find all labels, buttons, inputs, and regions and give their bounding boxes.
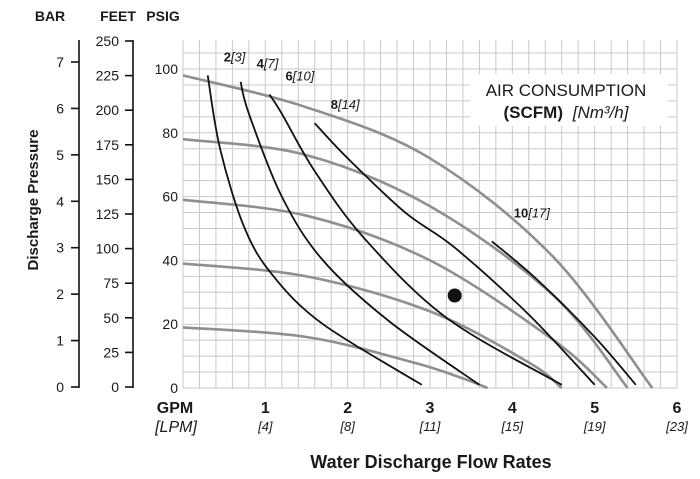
air-curve-4-scfm: [239, 81, 480, 386]
feet-tick-label: 25: [103, 344, 119, 360]
chart-title: AIR CONSUMPTION: [486, 81, 647, 100]
air-curve-label-nm3h: [3]: [230, 49, 246, 64]
bar-tick-label: 1: [56, 333, 64, 349]
lpm-tick-label: [15]: [500, 419, 523, 434]
air-curve-label-nm3h: [10]: [292, 69, 315, 84]
feet-tick-label: 100: [96, 241, 120, 257]
bar-tick-label: 4: [56, 193, 64, 209]
psig-tick-label: 40: [162, 252, 178, 268]
air-curve-label-2: 2[3]: [224, 49, 246, 64]
gpm-tick-label: 2: [343, 400, 352, 417]
header-feet: FEET: [100, 8, 136, 24]
feet-tick-label: 250: [96, 33, 120, 49]
bar-tick-label: 5: [56, 147, 64, 163]
air-curve-label-4: 4[7]: [257, 56, 279, 71]
pressure-curve-80-psig: [182, 137, 629, 389]
y-axis-label: Discharge Pressure: [25, 130, 42, 271]
gpm-tick-label: 6: [673, 400, 682, 417]
feet-tick-label: 150: [96, 171, 120, 187]
feet-tick-label: 175: [96, 137, 120, 153]
axes: 0123456702550751001251501752002252500204…: [56, 33, 688, 434]
x-unit-gpm: GPM: [157, 400, 193, 417]
air-curve-label-nm3h: [17]: [527, 205, 550, 220]
psig-tick-label: 100: [155, 61, 179, 77]
lpm-tick-label: [11]: [419, 419, 441, 434]
air-curve-label-scfm: 8: [331, 97, 338, 112]
psig-tick-label: 0: [170, 380, 178, 396]
bar-tick-label: 2: [56, 286, 64, 302]
feet-tick-label: 0: [111, 379, 119, 395]
air-curve-2-scfm: [206, 75, 423, 386]
header-psig: PSIG: [146, 8, 180, 24]
pressure-curve-100-psig: [182, 74, 654, 389]
air-curve-label-8: 8[14]: [331, 97, 360, 112]
air-curve-label-6: 6[10]: [285, 69, 314, 84]
air-curve-label-scfm: 6: [285, 69, 292, 84]
feet-tick-label: 200: [96, 102, 120, 118]
gpm-tick-label: 1: [261, 400, 270, 417]
gpm-tick-label: 4: [508, 400, 517, 417]
pressure-curve-40-psig: [182, 262, 563, 390]
air-curve-8-scfm: [314, 122, 596, 386]
feet-tick-label: 75: [103, 275, 119, 291]
bar-tick-label: 7: [56, 54, 64, 70]
air-curve-10-scfm: [491, 240, 637, 386]
chart-subtitle: (SCFM) [Nm³/h]: [504, 103, 630, 122]
subtitle-nm3h: [Nm³/h]: [572, 103, 630, 122]
air-curve-label-scfm: 4: [257, 56, 265, 71]
air-curve-label-nm3h: [14]: [337, 97, 360, 112]
bar-tick-label: 0: [56, 379, 64, 395]
x-unit-lpm: [LPM]: [154, 419, 197, 436]
feet-tick-label: 50: [103, 310, 119, 326]
air-curve-label-nm3h: [7]: [263, 56, 279, 71]
air-curve-label-10: 10[17]: [514, 205, 551, 220]
pressure-curves: [182, 74, 654, 390]
pressure-curve-20-psig: [182, 326, 489, 390]
lpm-tick-label: [19]: [583, 419, 606, 434]
air-consumption-curves: 2[3] 4[7] 6[10] 8[14] 10[17]: [206, 49, 637, 386]
lpm-tick-label: [4]: [257, 419, 273, 434]
gpm-tick-label: 3: [426, 400, 435, 417]
psig-tick-label: 60: [162, 189, 178, 205]
air-curve-6-scfm: [268, 94, 563, 386]
lpm-tick-label: [8]: [339, 419, 355, 434]
bar-tick-label: 6: [56, 100, 64, 116]
lpm-tick-label: [23]: [665, 419, 688, 434]
gpm-tick-label: 5: [590, 400, 599, 417]
bar-tick-label: 3: [56, 240, 64, 256]
air-curve-label-scfm: 10: [514, 205, 528, 220]
feet-tick-label: 125: [96, 206, 120, 222]
pressure-curve-60-psig: [182, 198, 608, 389]
psig-tick-label: 20: [162, 316, 178, 332]
subtitle-scfm: (SCFM): [504, 103, 563, 122]
feet-tick-label: 225: [96, 68, 120, 84]
title-box: [470, 74, 668, 126]
operating-point-marker: [447, 288, 462, 303]
header-bar: BAR: [35, 8, 65, 24]
psig-tick-label: 80: [162, 125, 178, 141]
x-axis-label: Water Discharge Flow Rates: [310, 452, 551, 472]
air-curve-label-scfm: 2: [224, 49, 231, 64]
